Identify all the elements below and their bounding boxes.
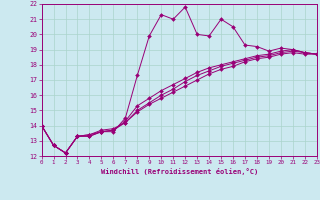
X-axis label: Windchill (Refroidissement éolien,°C): Windchill (Refroidissement éolien,°C) xyxy=(100,168,258,175)
